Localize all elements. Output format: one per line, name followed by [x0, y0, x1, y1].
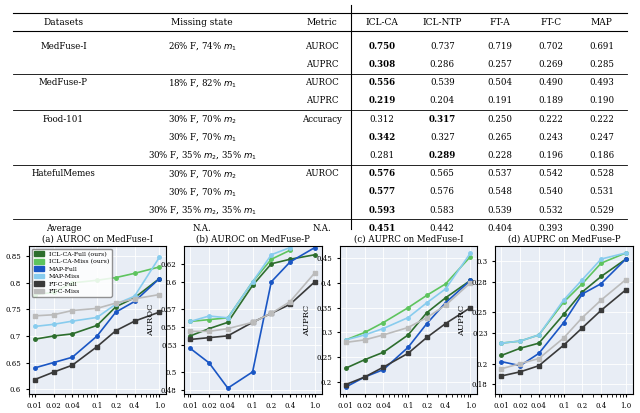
Y-axis label: AUPRC: AUPRC [303, 304, 311, 336]
Text: 0.539: 0.539 [430, 78, 454, 87]
Text: 0.228: 0.228 [487, 151, 512, 160]
Text: 0.528: 0.528 [589, 169, 614, 178]
Text: 0.222: 0.222 [589, 114, 614, 123]
Text: 30% F, 70% $m_1$: 30% F, 70% $m_1$ [168, 186, 237, 198]
Text: 0.204: 0.204 [430, 96, 455, 105]
Text: 0.186: 0.186 [589, 151, 614, 160]
Text: HatefulMemes: HatefulMemes [31, 169, 95, 178]
Text: 0.702: 0.702 [538, 42, 563, 51]
Y-axis label: AUPRC: AUPRC [458, 304, 467, 336]
Text: 30% F, 70% $m_2$: 30% F, 70% $m_2$ [168, 113, 237, 125]
Text: 0.285: 0.285 [589, 60, 614, 69]
Text: 0.540: 0.540 [538, 188, 563, 196]
Text: 0.719: 0.719 [487, 42, 512, 51]
Text: 0.317: 0.317 [429, 114, 456, 123]
Text: ICL-CA: ICL-CA [366, 18, 399, 27]
Text: 0.189: 0.189 [538, 96, 563, 105]
Text: AUROC: AUROC [305, 78, 339, 87]
Title: (b) AUROC on MedFuse-P: (b) AUROC on MedFuse-P [196, 235, 310, 244]
Text: Missing state: Missing state [172, 18, 233, 27]
Text: 26% F, 74% $m_1$: 26% F, 74% $m_1$ [168, 40, 237, 52]
Text: Accuracy: Accuracy [302, 114, 342, 123]
Text: 0.289: 0.289 [429, 151, 456, 160]
Y-axis label: AUROC: AUROC [147, 304, 156, 336]
Text: 0.737: 0.737 [430, 42, 454, 51]
Legend: ICL-CA-Full (ours), ICL-CA-Miss (ours), MAP-Full, MAP-Miss, FT-C-Full, FT-C-Miss: ICL-CA-Full (ours), ICL-CA-Miss (ours), … [32, 249, 111, 297]
Title: (a) AUROC on MedFuse-I: (a) AUROC on MedFuse-I [42, 235, 153, 244]
Text: 0.222: 0.222 [538, 114, 563, 123]
Text: 0.269: 0.269 [538, 60, 563, 69]
Text: 0.327: 0.327 [430, 133, 454, 142]
Text: Food-101: Food-101 [43, 114, 84, 123]
Title: (c) AUPRC on MedFuse-I: (c) AUPRC on MedFuse-I [354, 235, 463, 244]
Text: 0.342: 0.342 [369, 133, 396, 142]
Text: 0.504: 0.504 [487, 78, 512, 87]
Text: 0.750: 0.750 [369, 42, 396, 51]
Text: MedFuse-P: MedFuse-P [39, 78, 88, 87]
Text: 0.556: 0.556 [369, 78, 396, 87]
Text: 0.243: 0.243 [538, 133, 563, 142]
Text: FT-A: FT-A [490, 18, 510, 27]
Text: 0.308: 0.308 [369, 60, 396, 69]
Text: 0.196: 0.196 [538, 151, 563, 160]
Text: 0.451: 0.451 [369, 224, 396, 233]
Text: AUPRC: AUPRC [306, 60, 339, 69]
Text: 0.247: 0.247 [589, 133, 614, 142]
Text: 30% F, 70% $m_2$: 30% F, 70% $m_2$ [168, 168, 237, 180]
Text: 0.542: 0.542 [538, 169, 563, 178]
Text: AUPRC: AUPRC [306, 96, 339, 105]
Text: 0.493: 0.493 [589, 78, 614, 87]
Text: 0.404: 0.404 [487, 224, 512, 233]
Text: 0.565: 0.565 [430, 169, 454, 178]
Text: 0.265: 0.265 [487, 133, 512, 142]
Text: 0.583: 0.583 [430, 206, 454, 214]
Text: 0.531: 0.531 [589, 188, 614, 196]
Text: 0.691: 0.691 [589, 42, 614, 51]
Text: 30% F, 35% $m_2$, 35% $m_1$: 30% F, 35% $m_2$, 35% $m_1$ [148, 204, 257, 216]
Text: 0.219: 0.219 [369, 96, 396, 105]
Text: 0.257: 0.257 [487, 60, 512, 69]
Text: 18% F, 82% $m_1$: 18% F, 82% $m_1$ [168, 76, 237, 89]
Text: 0.576: 0.576 [369, 169, 396, 178]
Text: 0.593: 0.593 [369, 206, 396, 214]
Text: AUROC: AUROC [305, 42, 339, 51]
Text: Average: Average [45, 224, 81, 233]
Text: AUROC: AUROC [305, 169, 339, 178]
Text: 0.539: 0.539 [487, 206, 512, 214]
Text: 0.577: 0.577 [369, 188, 396, 196]
Text: 0.390: 0.390 [589, 224, 614, 233]
Text: 0.190: 0.190 [589, 96, 614, 105]
Text: Datasets: Datasets [44, 18, 83, 27]
Text: 0.532: 0.532 [538, 206, 563, 214]
Text: 0.286: 0.286 [430, 60, 455, 69]
Text: 0.490: 0.490 [538, 78, 563, 87]
Text: 0.442: 0.442 [430, 224, 454, 233]
Text: 0.537: 0.537 [487, 169, 512, 178]
Text: 0.250: 0.250 [487, 114, 512, 123]
Text: ICL-NTP: ICL-NTP [422, 18, 462, 27]
Text: 0.191: 0.191 [487, 96, 512, 105]
Title: (d) AUPRC on MedFuse-P: (d) AUPRC on MedFuse-P [508, 235, 620, 244]
Text: MedFuse-I: MedFuse-I [40, 42, 87, 51]
Text: 0.312: 0.312 [370, 114, 395, 123]
Text: FT-C: FT-C [540, 18, 561, 27]
Text: 30% F, 70% $m_1$: 30% F, 70% $m_1$ [168, 131, 237, 143]
Text: 0.529: 0.529 [589, 206, 614, 214]
Text: N.A.: N.A. [193, 224, 212, 233]
Text: MAP: MAP [591, 18, 612, 27]
Text: N.A.: N.A. [313, 224, 332, 233]
Text: 0.548: 0.548 [487, 188, 512, 196]
Text: 0.393: 0.393 [538, 224, 563, 233]
Text: 0.576: 0.576 [430, 188, 454, 196]
Text: 0.281: 0.281 [370, 151, 395, 160]
Text: Metric: Metric [307, 18, 338, 27]
Text: 30% F, 35% $m_2$, 35% $m_1$: 30% F, 35% $m_2$, 35% $m_1$ [148, 150, 257, 161]
